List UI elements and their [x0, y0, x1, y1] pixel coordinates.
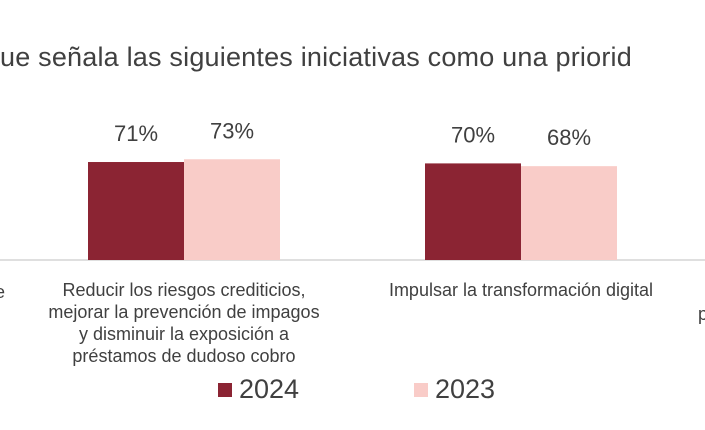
bar-2024-cat2: [425, 163, 521, 260]
category-label-1-line-4: préstamos de dudoso cobro: [72, 346, 296, 366]
bar-2023-cat1: [184, 159, 280, 260]
chart-title: ue señala las siguientes iniciativas com…: [0, 42, 632, 72]
bar-2023-cat2: [521, 166, 617, 260]
legend-item-2023: 2023: [414, 374, 495, 405]
right-edge-label-fragment: p: [697, 304, 705, 324]
category-label-1-line-3: y disminuir la exposición a: [78, 324, 290, 344]
category-label-2-line-1: Impulsar la transformación digital: [388, 280, 654, 300]
data-label-2023-cat2: 68%: [547, 125, 591, 150]
legend-label-2023: 2023: [435, 374, 496, 404]
data-label-2023-cat1: 73%: [210, 118, 254, 143]
category-label-2: Impulsar la transformación digital: [351, 279, 691, 301]
category-label-1: Reducir los riesgos crediticios, mejorar …: [14, 279, 354, 367]
left-edge-label-fragment: e: [0, 281, 8, 303]
data-label-2024-cat2: 70%: [451, 122, 495, 147]
legend-swatch-2024: [218, 382, 232, 397]
legend-item-2024: 2024: [218, 374, 299, 405]
legend-swatch-2023: [414, 382, 428, 397]
category-label-1-line-1: Reducir los riesgos crediticios,: [62, 280, 306, 300]
data-label-2024-cat1: 71%: [114, 121, 158, 146]
category-label-1-line-2: mejorar la prevención de impagos: [48, 302, 320, 322]
legend-label-2024: 2024: [239, 374, 300, 404]
bar-2024-cat1: [88, 162, 184, 260]
